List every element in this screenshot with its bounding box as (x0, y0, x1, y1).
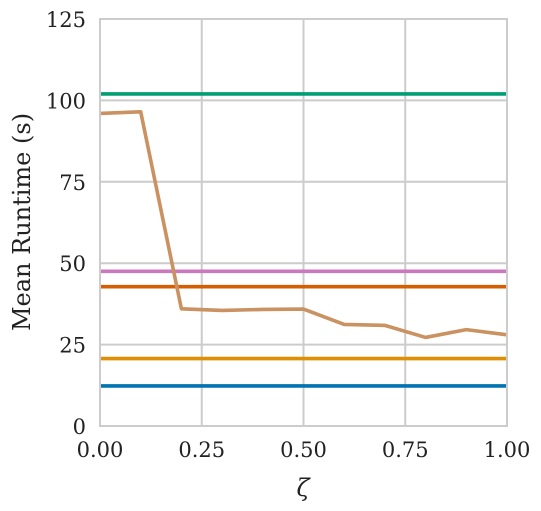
x-axis-label: ζ (296, 474, 311, 502)
y-tick-label: 25 (59, 334, 86, 358)
x-tick-label: 0.50 (280, 438, 327, 462)
y-tick-labels: 0 25 50 75 100 125 (46, 8, 86, 439)
y-tick-label: 75 (59, 171, 86, 195)
x-tick-labels: 0.00 0.25 0.50 0.75 1.00 (77, 438, 531, 462)
grid (99, 18, 508, 427)
x-tick-label: 0.25 (178, 438, 225, 462)
y-tick-label: 125 (46, 8, 86, 32)
y-axis-label: Mean Runtime (s) (8, 113, 36, 331)
y-tick-label: 50 (59, 252, 86, 276)
x-tick-label: 0.75 (382, 438, 429, 462)
x-tick-label: 1.00 (484, 438, 531, 462)
plot-frame (99, 18, 508, 427)
y-tick-label: 0 (73, 415, 86, 439)
x-tick-label: 0.00 (77, 438, 124, 462)
y-tick-label: 100 (46, 89, 86, 113)
series-line-6 (99, 109, 508, 340)
series-layer (99, 92, 508, 388)
